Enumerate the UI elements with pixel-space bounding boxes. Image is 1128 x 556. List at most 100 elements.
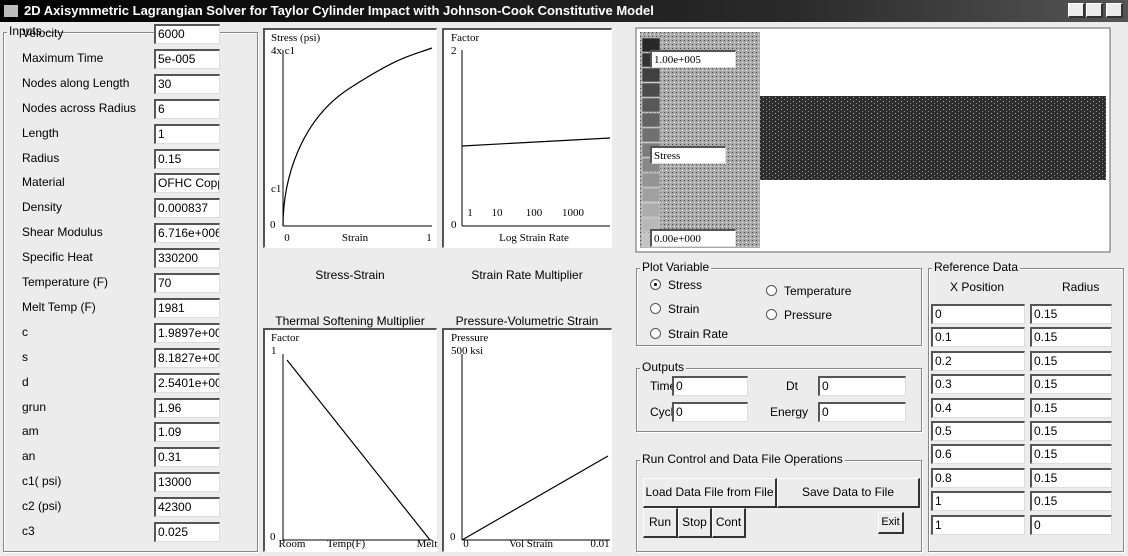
input-textbox[interactable]: 13000 [154,472,220,492]
input-label: c2 (psi) [22,499,61,513]
input-label: c [22,325,28,339]
button[interactable]: Run [643,508,678,538]
reference-textbox[interactable]: 0.8 [931,468,1025,488]
reference-textbox[interactable]: 0.15 [1030,491,1112,511]
reference-textbox[interactable]: 0.4 [931,398,1025,418]
window-title: 2D Axisymmetric Lagrangian Solver for Ta… [24,3,654,18]
input-textbox[interactable]: 6 [154,99,220,119]
reference-textbox[interactable]: 0 [1030,515,1112,535]
input-textbox[interactable]: 0.000837 [154,198,220,218]
radio-button[interactable] [650,279,661,290]
button[interactable]: Stop [678,508,712,538]
input-label: an [22,449,35,463]
input-textbox[interactable]: 70 [154,273,220,293]
reference-textbox[interactable]: 1 [931,491,1025,511]
input-textbox[interactable]: 330200 [154,248,220,268]
input-label: Specific Heat [22,250,93,264]
input-textbox[interactable]: 1.96 [154,398,220,418]
input-textbox[interactable]: 1981 [154,298,220,318]
input-label: am [22,424,39,438]
color-scale-cell [642,128,660,142]
radio-button[interactable] [766,309,777,320]
reference-textbox[interactable]: 0.15 [1030,327,1112,347]
contour-label: 0.00e+000 [650,229,736,247]
plot-panel [263,28,437,248]
reference-textbox[interactable]: 0.5 [931,421,1025,441]
plot-panel [263,328,437,552]
output-textbox[interactable]: 0 [672,376,748,396]
reference-textbox[interactable]: 0 [931,304,1025,324]
reference-textbox[interactable]: 0.15 [1030,421,1112,441]
color-scale-cell [642,68,660,82]
button[interactable]: Load Data File from File [643,478,777,508]
input-textbox[interactable]: 8.1827e+007 [154,348,220,368]
radio-label[interactable]: Temperature [784,284,851,298]
radio-button[interactable] [650,303,661,314]
minimize-button[interactable] [1068,3,1085,18]
input-textbox[interactable]: 30 [154,74,220,94]
input-textbox[interactable]: OFHC Copper [154,173,220,193]
input-textbox[interactable]: 5e-005 [154,49,220,69]
radio-button[interactable] [766,285,777,296]
button[interactable]: Save Data to File [777,478,920,508]
reference-textbox[interactable]: 0.15 [1030,351,1112,371]
reference-textbox[interactable]: 0.15 [1030,444,1112,464]
app-window: 2D Axisymmetric Lagrangian Solver for Ta… [0,0,1128,556]
output-label: Dt [786,379,798,393]
plot-panel [442,328,612,552]
close-button[interactable] [1106,3,1123,18]
reference-textbox[interactable]: 0.1 [931,327,1025,347]
reference-data-group-title: Reference Data [932,261,1020,274]
input-label: Length [22,126,59,140]
reference-textbox[interactable]: 0.15 [1030,468,1112,488]
button[interactable]: Exit [878,512,904,534]
app-icon [4,5,18,17]
input-textbox[interactable]: 0.025 [154,522,220,542]
input-label: Velocity [22,26,63,40]
input-textbox[interactable]: 0.15 [154,149,220,169]
input-textbox[interactable]: 6.716e+006 [154,223,220,243]
output-textbox[interactable]: 0 [672,402,748,422]
reference-textbox[interactable]: 0.2 [931,351,1025,371]
reference-textbox[interactable]: 1 [931,515,1025,535]
column-header: X Position [950,280,1004,294]
input-textbox[interactable]: 1.9897e+007 [154,323,220,343]
output-textbox[interactable]: 0 [818,402,906,422]
input-label: c3 [22,524,35,538]
plot-caption: Thermal Softening Multiplier [263,314,437,328]
radio-button[interactable] [650,328,661,339]
maximize-button[interactable] [1086,3,1103,18]
column-header: Radius [1062,280,1099,294]
output-textbox[interactable]: 0 [818,376,906,396]
radio-label[interactable]: Strain Rate [668,327,728,341]
color-scale-cell [642,173,660,187]
plot-panel [442,28,612,248]
input-label: Maximum Time [22,51,103,65]
input-textbox[interactable]: 6000 [154,24,220,44]
radio-label[interactable]: Strain [668,302,699,316]
radio-label[interactable]: Stress [668,278,702,292]
run-control-group-title: Run Control and Data File Operations [640,453,845,466]
button[interactable]: Cont [712,508,746,538]
input-label: Radius [22,151,59,165]
color-scale-cell [642,98,660,112]
reference-textbox[interactable]: 0.15 [1030,374,1112,394]
reference-textbox[interactable]: 0.3 [931,374,1025,394]
input-label: d [22,375,29,389]
reference-textbox[interactable]: 0.15 [1030,398,1112,418]
outputs-group-title: Outputs [640,361,686,374]
input-label: Nodes along Length [22,76,129,90]
input-label: Melt Temp (F) [22,300,96,314]
plot-variable-group-title: Plot Variable [640,261,711,274]
radio-label[interactable]: Pressure [784,308,832,322]
plot-caption: Strain Rate Multiplier [442,268,612,282]
input-textbox[interactable]: 1.09 [154,422,220,442]
reference-textbox[interactable]: 0.15 [1030,304,1112,324]
input-textbox[interactable]: 2.5401e+007 [154,373,220,393]
color-scale-cell [642,83,660,97]
input-textbox[interactable]: 42300 [154,497,220,517]
reference-textbox[interactable]: 0.6 [931,444,1025,464]
input-textbox[interactable]: 1 [154,124,220,144]
input-textbox[interactable]: 0.31 [154,447,220,467]
plot-caption: Stress-Strain [263,268,437,282]
